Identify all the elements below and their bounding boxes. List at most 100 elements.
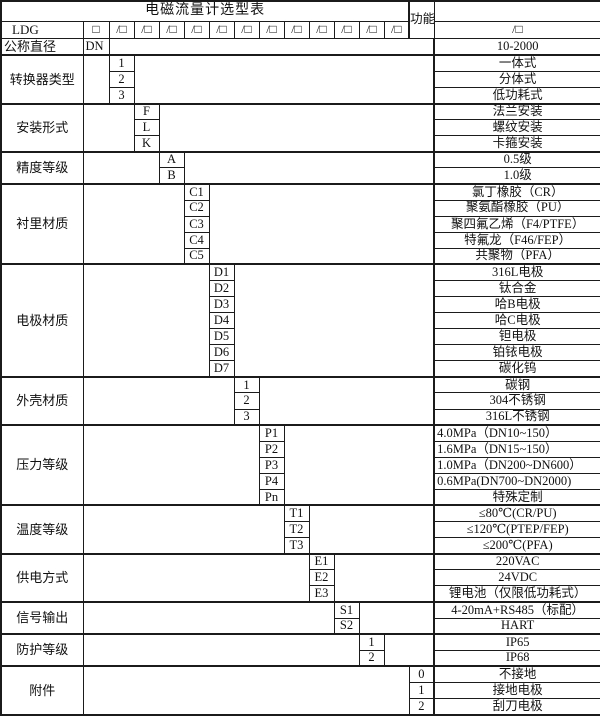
filler-cell bbox=[358, 600, 435, 635]
filler-cell bbox=[133, 54, 435, 105]
filler-cell bbox=[82, 182, 185, 265]
function-cell: 220VAC bbox=[433, 552, 600, 571]
code-cell: 2 bbox=[408, 697, 435, 716]
filler-cell bbox=[158, 102, 435, 153]
table-row: E3 锂电池（仅限低功耗式） bbox=[1, 585, 600, 603]
diameter-row: 公称直径 DN 10-2000 bbox=[0, 37, 600, 56]
filler-cell bbox=[82, 102, 135, 153]
function-cell: 特殊定制 bbox=[433, 488, 600, 506]
function-cell: IP65 bbox=[433, 633, 600, 651]
filler-cell bbox=[82, 424, 260, 506]
function-cell: 分体式 bbox=[433, 70, 600, 88]
function-cell: 1.0级 bbox=[433, 167, 600, 185]
function-cell: ≤80℃(CR/PU) bbox=[433, 504, 600, 523]
diameter-code-cell: DN bbox=[82, 37, 110, 56]
code-cell: D5 bbox=[208, 328, 235, 346]
table-row: 温度等级 T1 ≤80℃(CR/PU) bbox=[0, 504, 600, 555]
filler-cell bbox=[283, 424, 435, 506]
filler-cell bbox=[82, 665, 410, 716]
table-row: C5 共聚物（PFA） bbox=[1, 247, 600, 265]
filler-cell bbox=[308, 504, 435, 555]
section-label: 电极材质 bbox=[0, 263, 84, 378]
function-cell: 螺纹安装 bbox=[433, 119, 600, 137]
function-cell: 0.5级 bbox=[433, 150, 600, 169]
code-cell: C4 bbox=[183, 231, 210, 249]
model-prefix-cell: LDG bbox=[0, 20, 84, 39]
function-column-header: 功能说明 bbox=[408, 0, 435, 39]
table-row: K 卡箍安装 bbox=[1, 135, 600, 153]
table-row: 供电方式 E1 220VAC bbox=[0, 552, 600, 603]
model-code-row: LDG □ /□/□/□/□/□/□/□/□/□/□/□/□/□ bbox=[0, 20, 600, 39]
function-cell: 刮刀电极 bbox=[433, 697, 600, 716]
model-position-cell: /□ bbox=[258, 20, 285, 39]
filler-cell bbox=[108, 37, 435, 56]
function-cell: 0.6MPa(DN700~DN2000) bbox=[433, 472, 600, 490]
function-cell: 24VDC bbox=[433, 569, 600, 587]
code-cell: 0 bbox=[408, 665, 435, 683]
function-cell: 聚氨酯橡胶（PU） bbox=[433, 199, 600, 217]
model-position-cell: /□ bbox=[108, 20, 135, 39]
code-cell: T3 bbox=[283, 537, 310, 555]
function-cell: 一体式 bbox=[433, 54, 600, 72]
filler-cell bbox=[383, 633, 435, 667]
table-row: 转换器类型 1 一体式 bbox=[0, 54, 600, 105]
section-label: 温度等级 bbox=[0, 504, 84, 555]
table-row: P4 0.6MPa(DN700~DN2000) bbox=[1, 472, 600, 490]
function-cell: 哈B电极 bbox=[433, 295, 600, 314]
function-cell: IP68 bbox=[433, 649, 600, 667]
code-cell: C2 bbox=[183, 199, 210, 217]
table-row: C4 特氟龙（F46/FEP） bbox=[1, 231, 600, 249]
title-row: 电磁流量计选型表 功能说明 bbox=[0, 0, 600, 39]
model-position-cell: /□ bbox=[283, 20, 310, 39]
table-row: T3 ≤200℃(PFA) bbox=[1, 537, 600, 555]
function-cell: 聚四氟乙烯（F4/PTFE） bbox=[433, 215, 600, 233]
table-row: 电极材质 D1 316L电极 bbox=[0, 263, 600, 378]
table-row: 防护等级 1 IP65 bbox=[0, 633, 600, 667]
code-cell: D7 bbox=[208, 360, 235, 378]
function-cell: 锂电池（仅限低功耗式） bbox=[433, 585, 600, 603]
model-position-cell: /□ bbox=[433, 20, 600, 39]
filler-cell bbox=[183, 150, 435, 185]
model-position-cell: /□ bbox=[183, 20, 210, 39]
section-label: 压力等级 bbox=[0, 424, 84, 506]
model-first-box-cell: □ bbox=[82, 20, 110, 39]
function-cell: 特氟龙（F46/FEP） bbox=[433, 231, 600, 249]
table-row: E2 24VDC bbox=[1, 569, 600, 587]
function-cell: 钽电极 bbox=[433, 328, 600, 346]
table-row: 1 接地电极 bbox=[1, 681, 600, 699]
table-row: Pn 特殊定制 bbox=[1, 488, 600, 506]
function-cell: 碳化钨 bbox=[433, 360, 600, 378]
code-cell: 2 bbox=[108, 70, 135, 88]
model-position-cell: /□ bbox=[358, 20, 385, 39]
table-row: 2 刮刀电极 bbox=[1, 697, 600, 716]
table-row: 衬里材质 C1 氯丁橡胶（CR） bbox=[0, 182, 600, 265]
code-cell: P1 bbox=[258, 424, 285, 442]
filler-cell bbox=[233, 263, 435, 378]
section-label: 外壳材质 bbox=[0, 375, 84, 426]
code-cell: P4 bbox=[258, 472, 285, 490]
code-cell: L bbox=[133, 119, 160, 137]
function-cell: 钛合金 bbox=[433, 279, 600, 297]
code-cell: P2 bbox=[258, 440, 285, 458]
code-cell: C1 bbox=[183, 182, 210, 201]
table-row: D6 铂铱电极 bbox=[1, 344, 600, 362]
function-cell: 316L电极 bbox=[433, 263, 600, 281]
function-cell: 铂铱电极 bbox=[433, 344, 600, 362]
section-label: 衬里材质 bbox=[0, 182, 84, 265]
section-label: 信号输出 bbox=[0, 600, 84, 635]
function-cell: 哈C电极 bbox=[433, 312, 600, 330]
function-cell: HART bbox=[433, 617, 600, 635]
page-title: 电磁流量计选型表 bbox=[0, 0, 410, 22]
section-label: 附件 bbox=[0, 665, 84, 716]
function-cell: ≤200℃(PFA) bbox=[433, 537, 600, 555]
code-cell: F bbox=[133, 102, 160, 121]
filler-cell bbox=[82, 633, 360, 667]
function-cell: 低功耗式 bbox=[433, 86, 600, 105]
function-cell: 接地电极 bbox=[433, 681, 600, 699]
function-cell: 不接地 bbox=[433, 665, 600, 683]
function-cell: 4.0MPa（DN10~150） bbox=[433, 424, 600, 442]
model-position-cell: /□ bbox=[133, 20, 160, 39]
model-position-cell: /□ bbox=[158, 20, 185, 39]
function-cell: 共聚物（PFA） bbox=[433, 247, 600, 265]
code-cell: 2 bbox=[233, 392, 260, 410]
